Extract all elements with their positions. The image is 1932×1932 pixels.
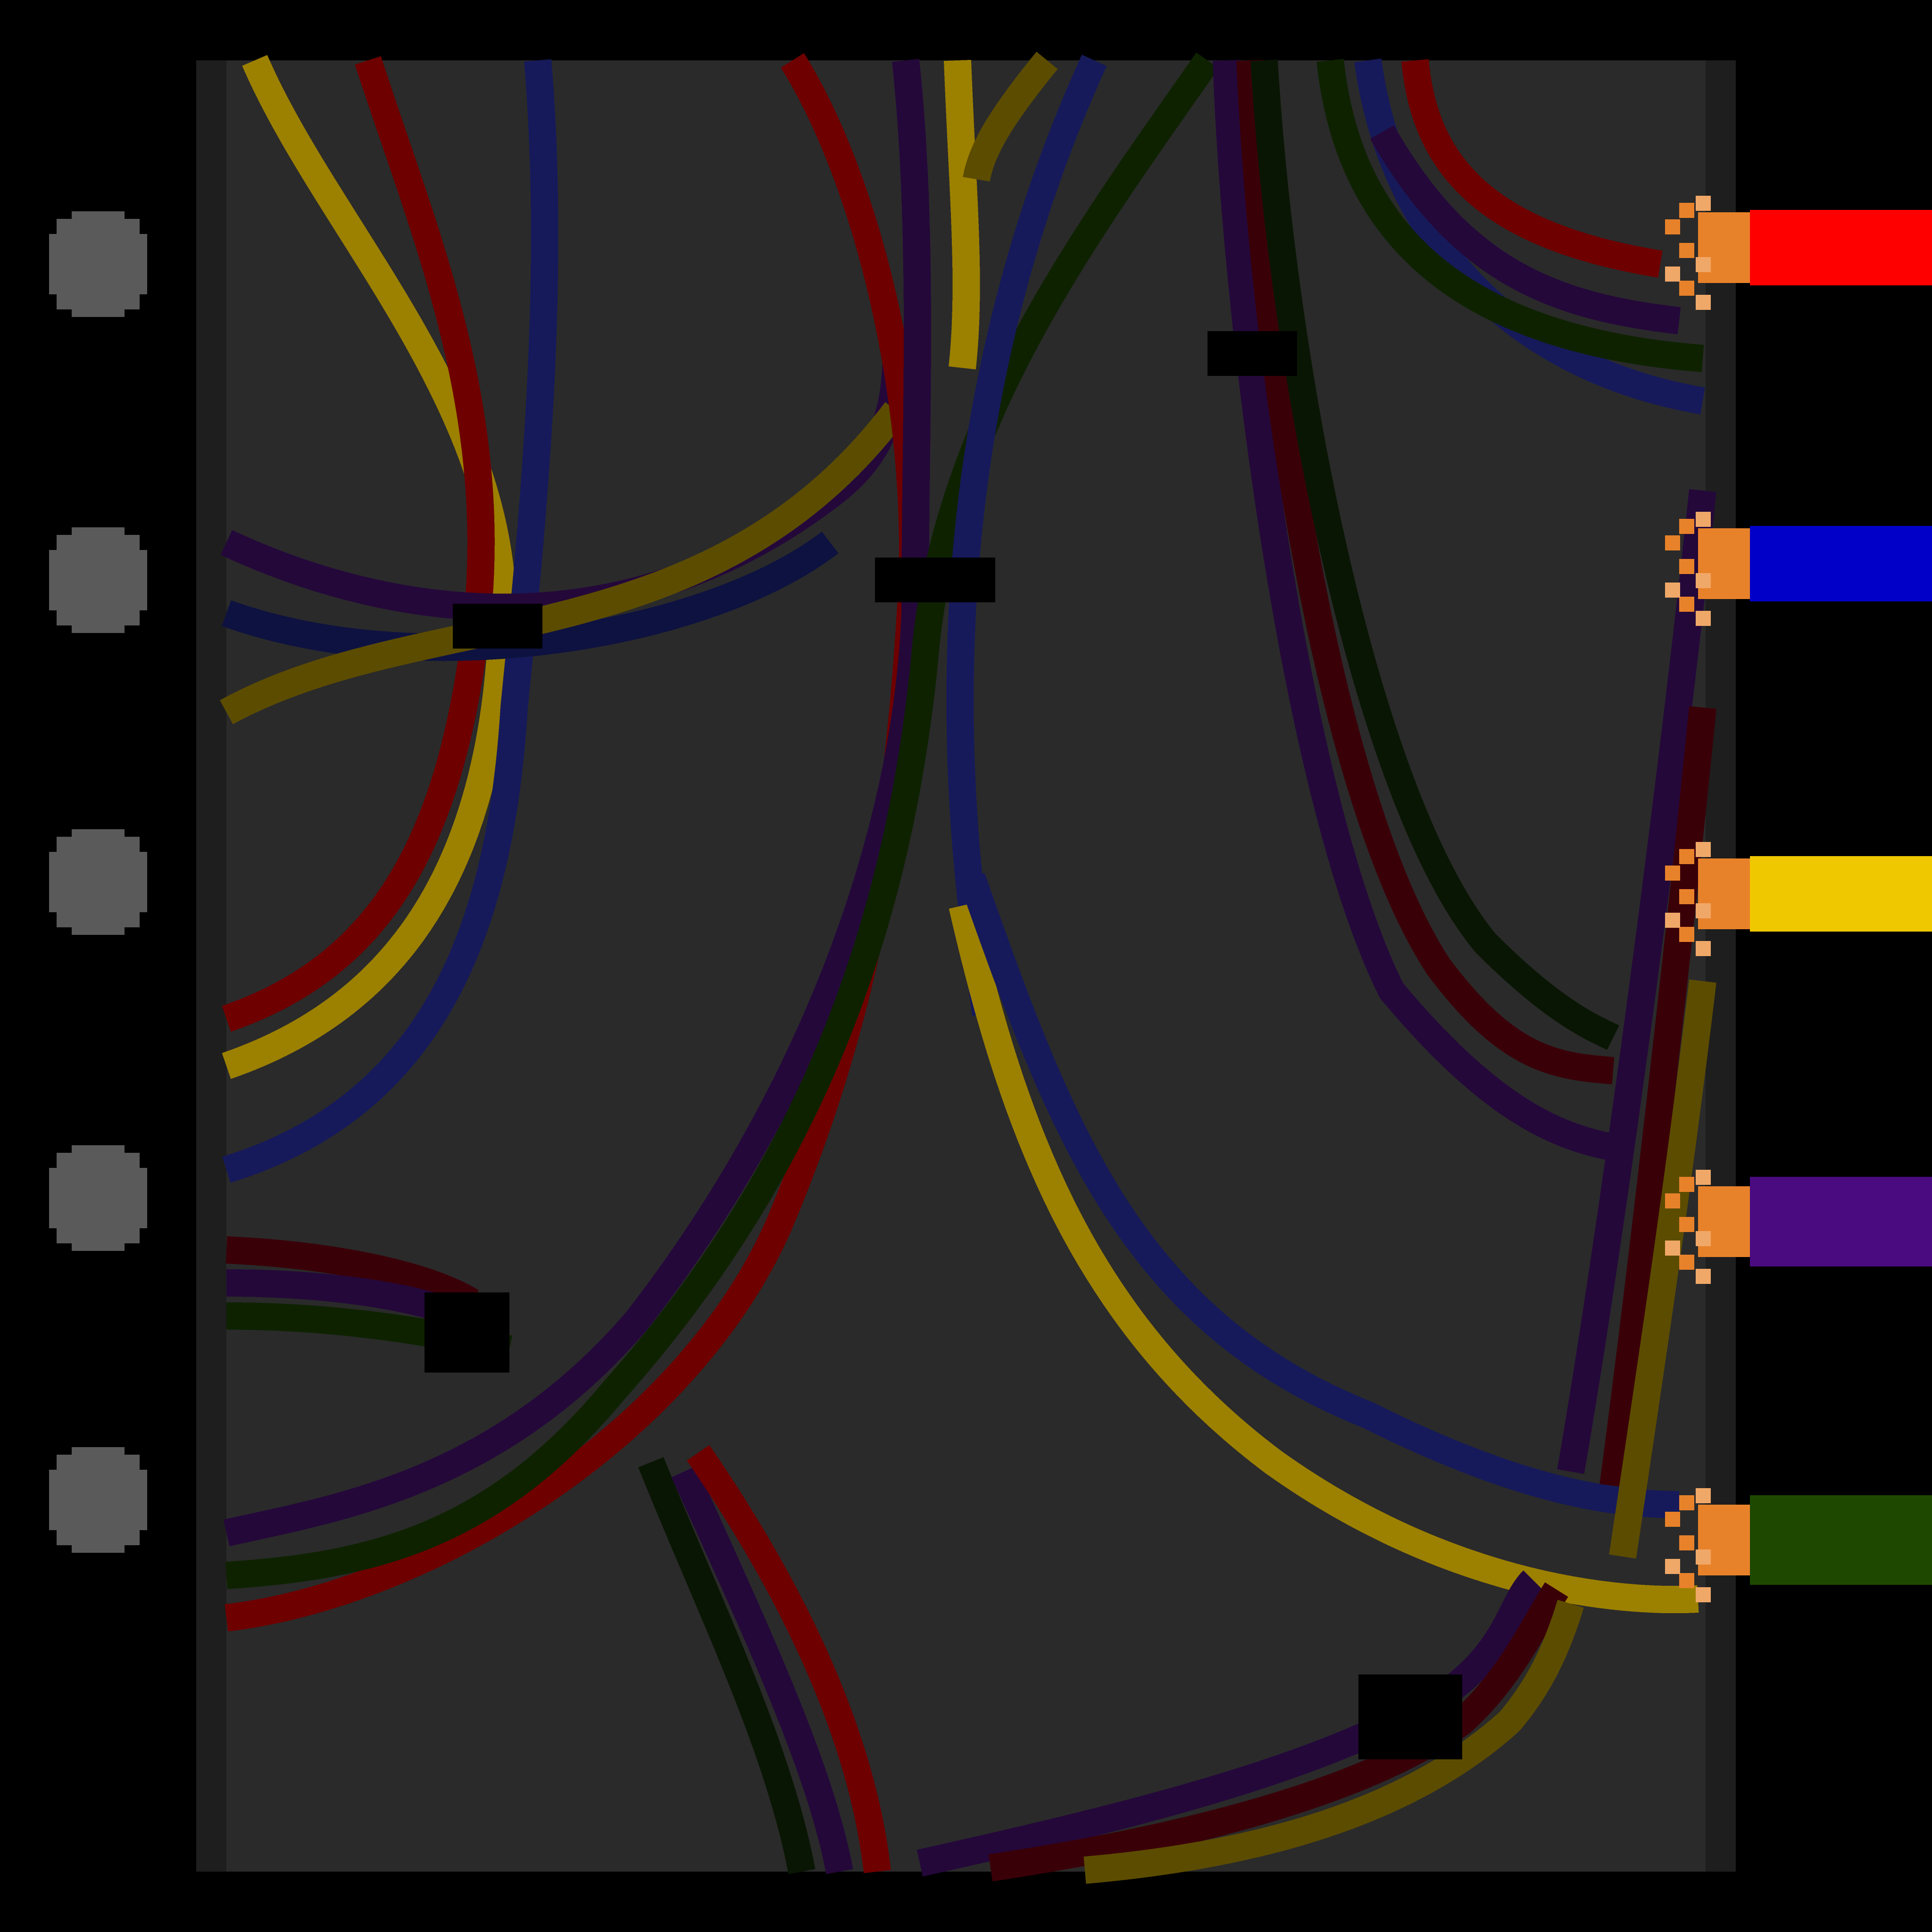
left-node-5[interactable] [49, 1447, 147, 1553]
left-node-2[interactable] [49, 527, 147, 633]
wire-layer [220, 51, 1716, 1884]
plug-purple-prong [1679, 1177, 1694, 1192]
plug-purple-prong [1696, 1231, 1711, 1246]
wire-green-right[interactable] [1250, 59, 1619, 1050]
plug-green-prong [1679, 1495, 1694, 1510]
plug-red-prong [1679, 203, 1694, 218]
plug-yellow-prong [1665, 866, 1680, 881]
wire-yellow-center[interactable] [944, 59, 980, 370]
wire-darkred-rightcol[interactable] [1599, 706, 1716, 1488]
plug-yellow-bar[interactable] [1750, 856, 1932, 932]
plug-green-prong [1679, 1573, 1694, 1588]
wire-darkyellow-bottom[interactable] [1083, 1599, 1584, 1884]
plug-purple-prong [1665, 1193, 1680, 1208]
plug-red-prong [1665, 266, 1680, 282]
blocker-5 [1358, 1674, 1462, 1759]
plug-blue-prong [1696, 573, 1711, 588]
plug-yellow-prong [1696, 842, 1711, 857]
plug-blue-prong [1679, 559, 1694, 574]
plug-green-bar[interactable] [1750, 1495, 1932, 1585]
wire-darkyellow-top[interactable] [963, 51, 1058, 182]
plug-purple[interactable] [1665, 1170, 1932, 1284]
plug-green-prong [1696, 1587, 1711, 1602]
plug-red-prong [1696, 257, 1711, 272]
wire-green-center[interactable] [225, 52, 1219, 1589]
plug-green-prong [1696, 1488, 1711, 1503]
plug-purple-prong [1696, 1170, 1711, 1185]
plug-blue-bar[interactable] [1750, 526, 1932, 601]
plug-blue-prong [1679, 519, 1694, 534]
plug-yellow-prong [1679, 889, 1694, 904]
wire-green-bottomleft[interactable] [638, 1457, 816, 1874]
blocker-4 [425, 1292, 509, 1373]
left-node-column [49, 211, 147, 1553]
wire-blue-lower[interactable] [958, 873, 1680, 1518]
left-node-3[interactable] [49, 829, 147, 935]
wire-red-topright[interactable] [1401, 59, 1663, 278]
blocker-2 [875, 558, 995, 602]
plug-yellow-prong [1696, 903, 1711, 918]
plug-green-connector[interactable] [1698, 1505, 1750, 1575]
plug-green-prong [1665, 1559, 1680, 1574]
wire-purple-bottomleft[interactable] [671, 1466, 853, 1874]
wire-purple-center[interactable] [223, 58, 931, 1547]
plug-red-prong [1696, 196, 1711, 211]
plug-blue-prong [1665, 583, 1680, 598]
wire-green-topright[interactable] [1316, 58, 1704, 372]
plug-red-prong [1679, 281, 1694, 296]
plug-red[interactable] [1665, 196, 1932, 310]
board-rail-left [196, 60, 226, 1872]
wire-yellow-lower[interactable] [949, 902, 1699, 1614]
wire-blue-left-arc[interactable] [222, 59, 558, 1183]
left-node-4[interactable] [49, 1145, 147, 1251]
plug-red-bar[interactable] [1750, 210, 1932, 285]
plug-red-prong [1679, 243, 1694, 258]
left-node-1[interactable] [49, 211, 147, 317]
wire-purple-rightcol[interactable] [1557, 489, 1716, 1474]
plug-red-prong [1665, 219, 1680, 234]
plug-yellow-prong [1665, 913, 1680, 928]
plug-blue-connector[interactable] [1698, 528, 1750, 599]
wire-darkred-right[interactable] [1236, 59, 1615, 1084]
plug-yellow-prong [1696, 941, 1711, 956]
plug-blue[interactable] [1665, 512, 1932, 626]
wire-blue-left-top[interactable] [222, 531, 839, 661]
blocker-layer [425, 331, 1462, 1759]
plug-purple-prong [1679, 1255, 1694, 1270]
wire-darkyellow-rightcol[interactable] [1609, 979, 1716, 1559]
right-plug-column [1665, 196, 1932, 1602]
wire-red-leftlow[interactable] [225, 1236, 479, 1314]
plug-yellow[interactable] [1665, 842, 1932, 956]
plug-purple-prong [1696, 1269, 1711, 1284]
plug-red-prong [1696, 295, 1711, 310]
plug-blue-prong [1679, 597, 1694, 612]
plug-green-prong [1665, 1512, 1680, 1527]
plug-green-prong [1696, 1549, 1711, 1565]
plug-purple-connector[interactable] [1698, 1186, 1750, 1257]
plug-yellow-prong [1679, 849, 1694, 864]
wire-yellow-left-top[interactable] [220, 402, 908, 724]
plug-green-prong [1679, 1535, 1694, 1550]
plug-blue-prong [1696, 611, 1711, 626]
wire-purple-topright[interactable] [1370, 125, 1681, 334]
plug-blue-prong [1696, 512, 1711, 527]
plug-purple-bar[interactable] [1750, 1177, 1932, 1266]
plug-blue-prong [1665, 535, 1680, 550]
wire-red-bottomleft[interactable] [687, 1445, 891, 1874]
plug-purple-prong [1665, 1241, 1680, 1256]
plug-red-connector[interactable] [1698, 212, 1750, 283]
plug-purple-prong [1679, 1217, 1694, 1232]
plug-yellow-connector[interactable] [1698, 858, 1750, 929]
plug-green[interactable] [1665, 1488, 1932, 1602]
blocker-1 [453, 604, 542, 649]
plug-yellow-prong [1679, 927, 1694, 942]
wire-purple-right[interactable] [1213, 59, 1635, 1165]
blocker-3 [1208, 331, 1297, 376]
